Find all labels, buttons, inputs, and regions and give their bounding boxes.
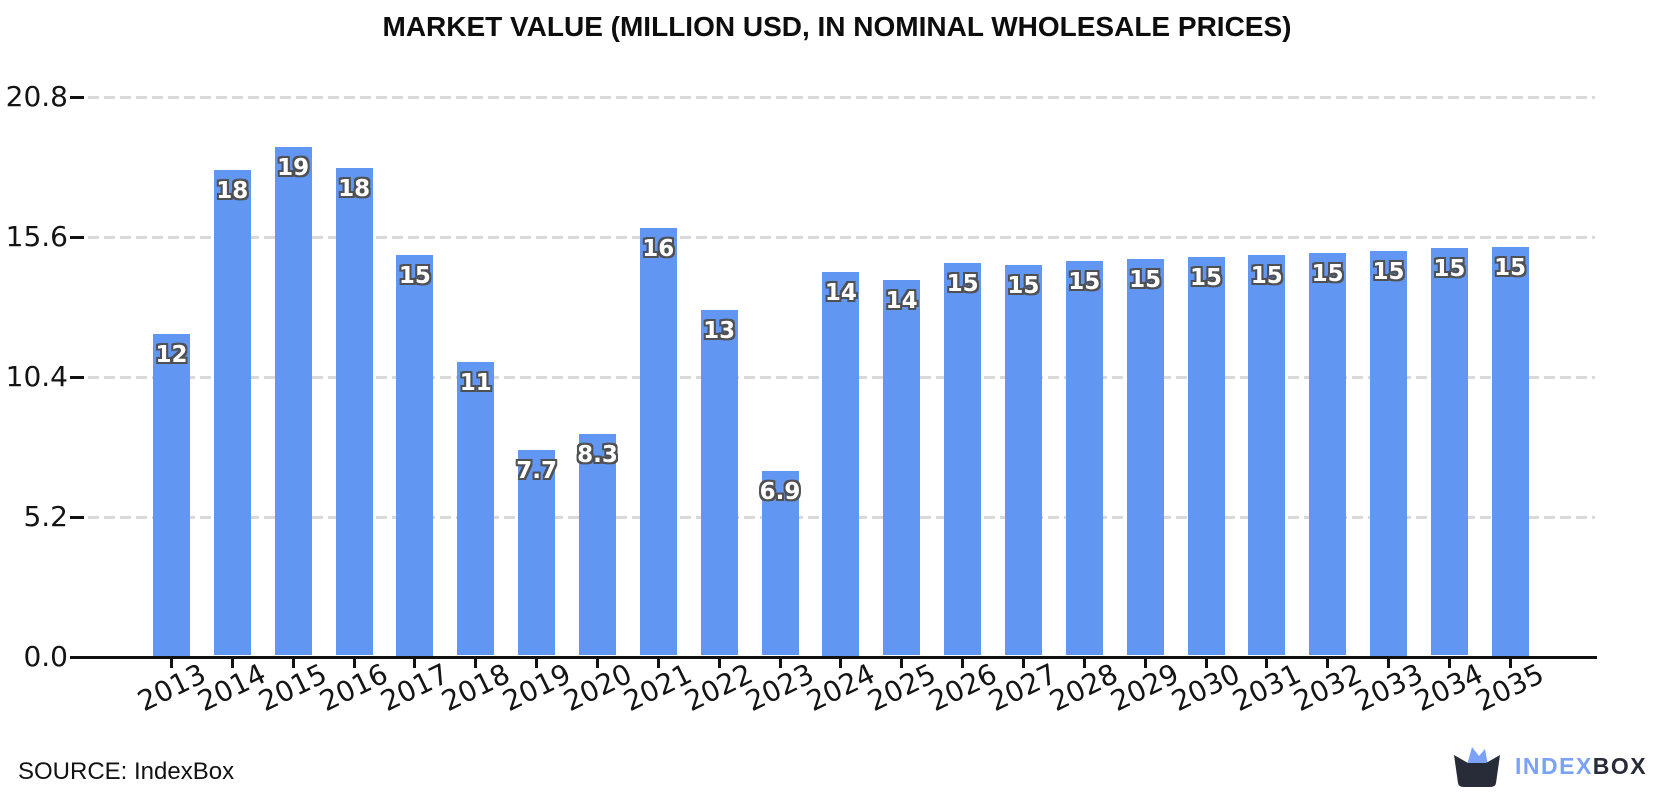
x-tick: [1508, 658, 1512, 668]
bar-value-label: 15: [1494, 254, 1527, 281]
y-tick-label: 5.2: [23, 500, 68, 533]
bar: [457, 362, 495, 656]
bar-value-label: 6.9: [759, 479, 801, 506]
y-tick-label: 10.4: [5, 360, 68, 393]
bar: [335, 168, 373, 656]
bar: [213, 169, 251, 656]
gridline: [88, 95, 1595, 99]
bar: [1370, 251, 1407, 656]
bar-value-label: 15: [1129, 267, 1162, 294]
bar-value-label: 15: [1372, 259, 1405, 285]
indexbox-logo-icon: [1454, 747, 1500, 787]
y-tick: [70, 375, 84, 379]
bar: [518, 449, 556, 656]
bar: [822, 272, 860, 656]
bar-value-label: 14: [885, 288, 918, 315]
bar: [1126, 259, 1164, 656]
source-label: SOURCE: IndexBox: [18, 758, 235, 785]
y-tick: [70, 235, 84, 239]
bar: [944, 262, 982, 656]
bar: [396, 254, 434, 656]
bar: [761, 471, 799, 656]
y-tick-label: 0.0: [23, 640, 68, 673]
y-tick: [70, 515, 84, 519]
y-tick-label: 20.8: [5, 80, 68, 114]
x-tick: [717, 658, 721, 668]
bar-value-label: 15: [1311, 261, 1344, 288]
y-tick-label: 15.6: [5, 220, 68, 253]
bar: [1004, 265, 1042, 656]
bar: [1065, 261, 1103, 656]
bar-value-label: 15: [1007, 273, 1040, 300]
gridline: [88, 235, 1595, 239]
bar-value-label: 19: [277, 154, 310, 181]
bar-value-label: 18: [338, 176, 371, 203]
bar: [639, 227, 677, 656]
x-tick: [1326, 658, 1330, 668]
x-tick: [230, 658, 234, 668]
x-tick: [170, 658, 173, 668]
bar: [1491, 246, 1529, 656]
bar-value-label: 14: [824, 280, 857, 306]
x-tick: [474, 658, 478, 668]
bar: [1187, 257, 1225, 656]
x-tick: [1021, 658, 1025, 668]
bar: [1248, 255, 1286, 656]
x-tick: [656, 658, 660, 668]
bar-value-label: 8.3: [577, 441, 618, 468]
logo-box: [1454, 755, 1500, 787]
logo-text-index: INDEX: [1515, 752, 1593, 779]
x-tick: [839, 658, 843, 668]
bar-value-label: 15: [398, 262, 431, 289]
x-tick: [1143, 658, 1147, 668]
bar: [1309, 253, 1347, 656]
bar-value-label: 18: [216, 177, 249, 204]
logo-fox-ears: [1467, 747, 1488, 765]
bar-value-label: 15: [1068, 269, 1101, 296]
x-axis-line: [77, 655, 1597, 659]
bar: [153, 334, 190, 656]
bar: [579, 433, 616, 656]
bar-value-label: 7.7: [516, 457, 557, 484]
indexbox-logo: INDEXBOX: [1451, 742, 1647, 790]
x-tick: [1447, 658, 1451, 668]
x-tick: [1082, 658, 1086, 668]
x-tick: [535, 658, 539, 668]
x-tick: [1204, 658, 1208, 668]
bar: [883, 280, 921, 656]
bar-value-label: 16: [642, 235, 675, 262]
x-tick: [961, 658, 965, 668]
x-tick: [1387, 658, 1390, 668]
y-tick: [70, 95, 84, 99]
x-tick: [778, 658, 782, 668]
bar-value-label: 15: [1189, 265, 1222, 292]
bar-value-label: 13: [703, 317, 736, 344]
bar-value-label: 15: [1250, 263, 1283, 290]
bar-value-label: 15: [946, 270, 979, 297]
indexbox-logo-text: INDEXBOX: [1515, 753, 1647, 780]
bar-value-label: 12: [155, 342, 188, 368]
bar: [1430, 248, 1468, 656]
x-tick: [291, 658, 295, 668]
bar-value-label: 11: [459, 370, 492, 397]
bar-value-label: 15: [1433, 256, 1466, 283]
bar: [700, 309, 738, 656]
bar: [274, 146, 312, 656]
x-tick: [413, 658, 417, 668]
x-tick: [1265, 658, 1269, 668]
x-tick: [900, 658, 904, 668]
x-tick: [352, 658, 356, 668]
chart-title: MARKET VALUE (MILLION USD, IN NOMINAL WH…: [382, 11, 1292, 42]
x-tick: [596, 658, 599, 668]
logo-text-box: BOX: [1592, 752, 1648, 779]
